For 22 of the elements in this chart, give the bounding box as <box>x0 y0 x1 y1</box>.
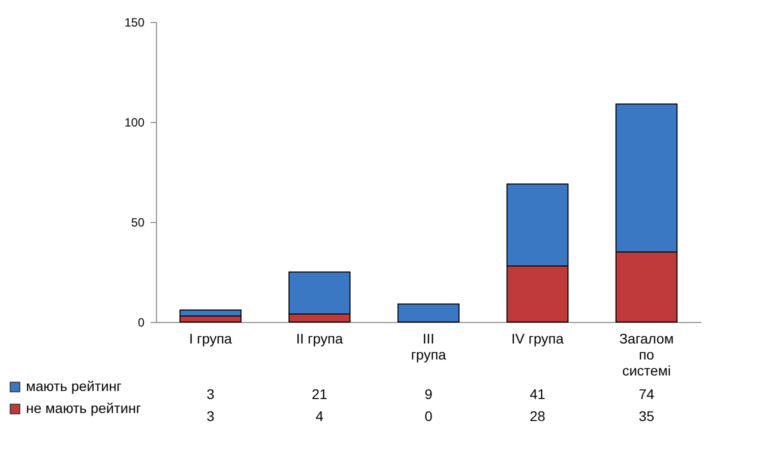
y-tick-label: 0 <box>138 316 145 330</box>
y-tick-label: 150 <box>124 16 145 30</box>
x-tick-label: III група <box>410 330 446 362</box>
data-label: 4 <box>316 408 324 424</box>
x-tick-label: II група <box>296 330 344 346</box>
data-label: 28 <box>530 408 546 424</box>
bar <box>397 304 460 322</box>
data-label: 3 <box>206 386 215 402</box>
legend-label: мають рейтинг <box>26 378 122 394</box>
data-label: 74 <box>638 386 654 402</box>
x-tick-label: IV група <box>511 330 564 346</box>
data-label: 35 <box>638 408 654 424</box>
x-tick-label: Загалом по системі <box>619 330 674 378</box>
data-label: 3 <box>206 408 215 424</box>
y-tick-label: 100 <box>124 116 145 130</box>
data-label: 21 <box>312 386 328 402</box>
legend-label: не мають рейтинг <box>26 400 142 416</box>
x-tick-label: I група <box>189 330 232 346</box>
data-label: 0 <box>424 408 433 424</box>
data-label: 41 <box>530 386 546 402</box>
y-tick-label: 50 <box>131 216 145 230</box>
data-label: 9 <box>424 386 433 402</box>
